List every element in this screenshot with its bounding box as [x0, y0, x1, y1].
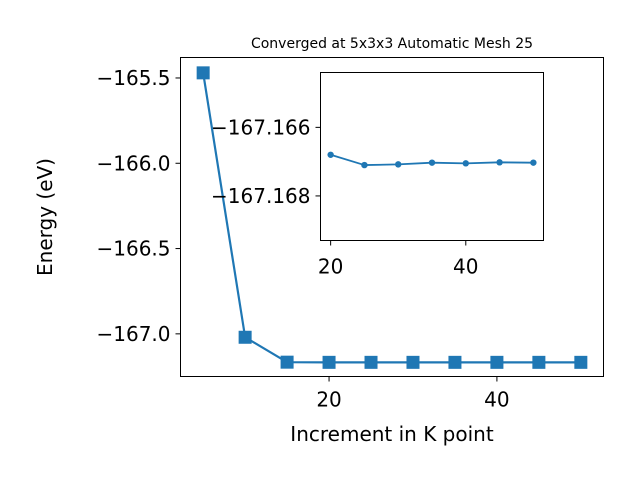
inset-data-point: [462, 160, 469, 167]
main-series-line: [202, 72, 581, 364]
main-data-point: [238, 330, 252, 344]
inset-data-point: [428, 159, 436, 166]
main-data-point: [448, 355, 462, 369]
main-x-tick-label: 40: [484, 388, 509, 412]
inset-axes-frame: [320, 72, 544, 241]
main-y-tick-label: −167.0: [96, 322, 170, 346]
inset-plot-area: [327, 151, 537, 169]
main-data-point: [280, 355, 294, 369]
inset-data-point: [361, 161, 368, 169]
inset-data-point: [327, 151, 334, 158]
y-axis-label: Energy (eV): [33, 158, 57, 276]
main-axes: Converged at 5x3x3 Automatic Mesh 25 20 4…: [33, 36, 604, 446]
main-axes-frame: [180, 57, 604, 377]
main-y-tick-label: −165.5: [96, 66, 170, 90]
chart-title: Converged at 5x3x3 Automatic Mesh 25: [251, 36, 533, 52]
inset-x-tick-label: 40: [453, 255, 478, 279]
main-data-point: [322, 355, 336, 369]
main-data-point: [364, 355, 378, 369]
inset-ticks: 20 40 −167.168 −167.166: [211, 115, 478, 278]
main-data-point: [490, 355, 504, 369]
main-x-tick-label: 20: [316, 388, 341, 412]
inset-background: [320, 72, 544, 241]
inset-axes: 20 40 −167.168 −167.166: [211, 72, 544, 279]
main-y-tick-label: −166.5: [96, 237, 170, 261]
inset-data-point: [530, 159, 537, 166]
inset-data-point: [496, 159, 503, 166]
x-axis-label: Increment in K point: [290, 422, 494, 446]
main-data-point: [406, 355, 420, 369]
inset-y-tick-label: −167.168: [211, 184, 310, 208]
main-plot-area: [196, 66, 588, 369]
inset-data-point: [395, 161, 402, 168]
main-data-point: [532, 355, 546, 369]
main-data-point: [196, 66, 210, 80]
inset-y-tick-label: −167.166: [211, 115, 310, 139]
main-y-tick-label: −166.0: [96, 151, 170, 175]
main-ticks: 20 40 −167.0 −166.5 −166.0 −165.5: [96, 66, 509, 412]
inset-x-tick-label: 20: [318, 255, 343, 279]
main-data-point: [574, 355, 588, 369]
